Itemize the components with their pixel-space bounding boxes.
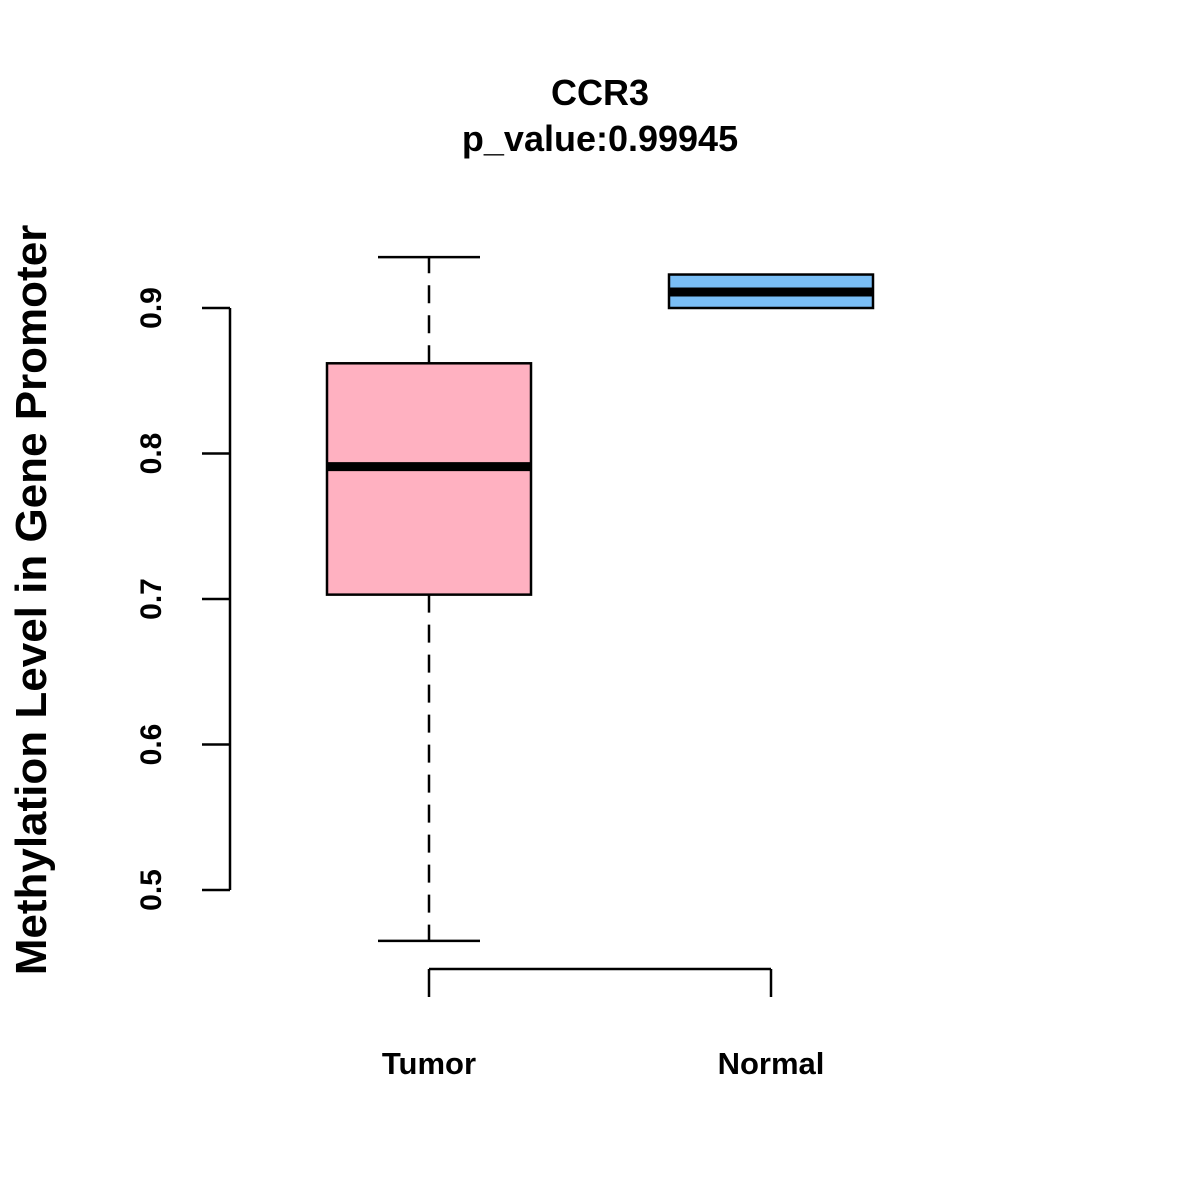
box-normal [667,273,875,310]
y-axis: 0.5 0.6 0.7 0.8 0.9 [135,287,232,911]
box-tumor [325,255,533,943]
y-tick-label: 0.9 [135,287,168,329]
y-tick-label: 0.8 [135,433,168,475]
boxes [325,255,875,943]
y-tick-label: 0.7 [135,578,168,620]
box-iqr [325,362,533,596]
x-tick-label: Normal [718,1046,825,1081]
chart-title: CCR3 [551,72,649,113]
chart-subtitle: p_value:0.99945 [462,118,738,159]
x-tick-label: Tumor [382,1046,476,1081]
x-axis: Tumor Normal [382,967,825,1081]
y-axis-label: Methylation Level in Gene Promoter [7,225,56,976]
y-tick-label: 0.5 [135,869,168,911]
y-tick-label: 0.6 [135,724,168,766]
